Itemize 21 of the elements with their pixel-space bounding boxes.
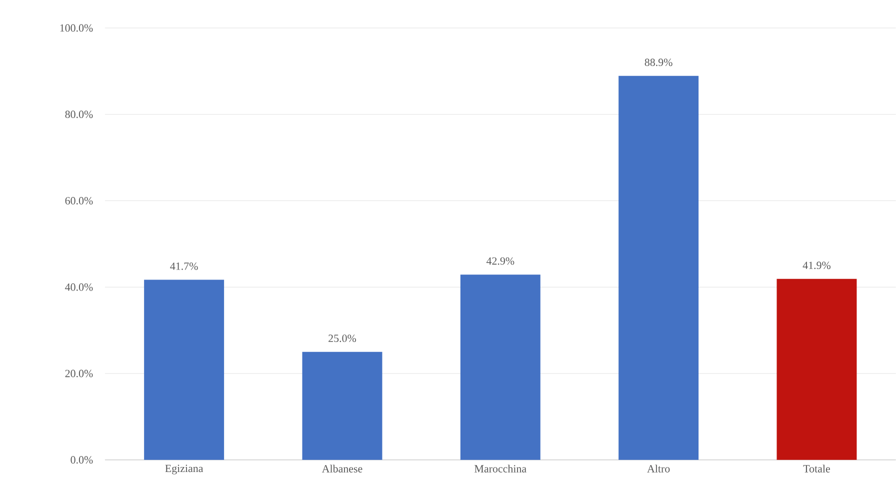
- bar: [618, 76, 699, 460]
- x-tick-label: Totale: [803, 464, 830, 473]
- x-tick-label: Albanese: [322, 464, 362, 473]
- bar: [144, 280, 224, 460]
- bar: [460, 274, 540, 460]
- x-tick-label: Marocchina: [474, 464, 526, 473]
- y-tick-label: 20.0%: [65, 370, 93, 378]
- data-label: 25.0%: [328, 334, 356, 342]
- y-tick-label: 100.0%: [60, 24, 93, 32]
- data-label: 41.7%: [170, 262, 198, 270]
- x-tick-label: Altro: [647, 464, 670, 473]
- bar: [302, 352, 382, 460]
- x-tick-label: Egiziana: [165, 464, 204, 474]
- y-tick-label: 80.0%: [65, 110, 93, 118]
- data-label: 88.9%: [644, 58, 672, 66]
- y-tick-label: 40.0%: [65, 283, 93, 291]
- data-label: 42.9%: [486, 257, 514, 265]
- data-label: 41.9%: [802, 262, 830, 270]
- y-tick-label: 60.0%: [65, 197, 93, 205]
- bar: [776, 278, 857, 460]
- y-tick-label: 0.0%: [70, 456, 93, 464]
